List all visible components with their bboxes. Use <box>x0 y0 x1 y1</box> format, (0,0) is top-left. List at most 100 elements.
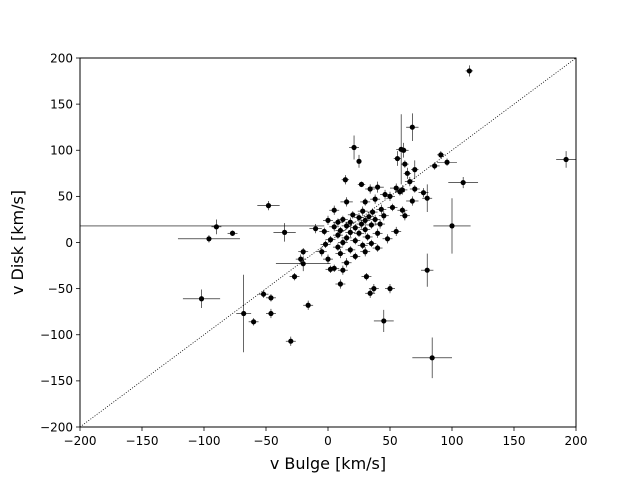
y-axis-label: v Disk [km/s] <box>8 190 27 295</box>
y-tick-label: −200 <box>40 420 73 434</box>
data-point <box>358 221 365 227</box>
data-point <box>409 198 415 204</box>
data-point <box>360 242 366 248</box>
data-point <box>340 267 346 273</box>
data-point <box>460 179 466 186</box>
x-tick-label: 50 <box>382 434 397 448</box>
data-point <box>358 181 365 187</box>
data-point <box>291 274 298 280</box>
data-point <box>331 224 337 230</box>
data-point <box>327 266 334 272</box>
data-point <box>366 214 372 220</box>
data-point <box>384 236 391 242</box>
data-point <box>347 229 353 235</box>
data-point <box>449 223 455 229</box>
data-point <box>325 256 331 262</box>
x-axis-label: v Bulge [km/s] <box>270 454 386 473</box>
data-point <box>351 144 357 151</box>
identity-reference-line <box>80 58 576 427</box>
y-tick-label: −50 <box>48 282 73 296</box>
data-point <box>407 179 413 185</box>
data-point <box>337 250 343 257</box>
data-point <box>429 355 435 361</box>
data-point <box>402 161 408 167</box>
data-point <box>356 214 362 221</box>
data-point <box>424 195 430 201</box>
data-point <box>402 213 408 219</box>
data-point <box>372 216 378 223</box>
data-point <box>381 213 387 219</box>
data-point <box>321 228 327 235</box>
data-point <box>198 296 205 302</box>
data-point <box>356 230 362 236</box>
data-point <box>342 177 348 183</box>
data-point <box>387 193 393 199</box>
x-tick-label: −100 <box>188 434 221 448</box>
data-point <box>352 225 358 231</box>
data-point <box>362 249 368 255</box>
data-point <box>563 156 569 163</box>
data-point <box>372 196 378 202</box>
data-point <box>375 184 381 190</box>
data-point <box>344 223 350 229</box>
data-point <box>229 230 236 236</box>
data-point <box>268 295 274 301</box>
x-tick-label: −50 <box>253 434 278 448</box>
y-tick-label: 200 <box>50 51 73 65</box>
data-point <box>420 190 427 196</box>
x-tick-label: −200 <box>64 434 97 448</box>
data-point <box>424 267 430 273</box>
data-point <box>325 217 331 223</box>
data-point <box>368 222 374 228</box>
data-point <box>387 286 393 292</box>
data-point <box>344 235 350 241</box>
data-point <box>399 207 405 213</box>
data-point <box>344 199 350 205</box>
y-tick-label: −100 <box>40 328 73 342</box>
data-point <box>265 203 272 209</box>
data-point <box>347 247 353 253</box>
data-point <box>378 206 384 212</box>
data-point <box>337 281 343 287</box>
y-tick-label: 150 <box>50 97 73 111</box>
data-point <box>298 256 304 262</box>
data-point <box>347 219 353 225</box>
data-point <box>350 212 356 218</box>
data-point <box>352 253 358 259</box>
data-point <box>268 310 274 317</box>
data-point <box>251 319 257 325</box>
data-point <box>393 228 399 235</box>
data-point <box>381 318 387 324</box>
data-point <box>412 167 418 173</box>
data-point <box>335 244 341 250</box>
data-point <box>322 241 329 247</box>
data-point <box>337 227 343 234</box>
data-point <box>319 249 325 255</box>
data-point <box>335 232 341 238</box>
data-point <box>438 152 444 158</box>
data-point <box>367 290 373 296</box>
y-tick-label: 100 <box>50 144 73 158</box>
data-point <box>368 240 374 247</box>
data-point <box>365 234 371 240</box>
data-point <box>305 302 311 308</box>
data-point <box>206 236 212 242</box>
data-point <box>409 124 415 130</box>
data-point <box>362 217 368 223</box>
data-point <box>393 185 399 191</box>
y-tick-label: 50 <box>58 190 73 204</box>
x-tick-label: 200 <box>565 434 588 448</box>
data-point <box>352 238 358 244</box>
data-point <box>375 230 381 236</box>
data-point <box>389 204 396 211</box>
data-point <box>340 239 346 246</box>
data-point <box>394 155 401 162</box>
x-tick-label: 150 <box>503 434 526 448</box>
data-point <box>371 286 377 292</box>
data-point <box>404 170 410 176</box>
data-point <box>412 186 418 192</box>
data-point <box>397 189 403 195</box>
data-point <box>401 147 407 153</box>
data-point <box>466 68 472 74</box>
